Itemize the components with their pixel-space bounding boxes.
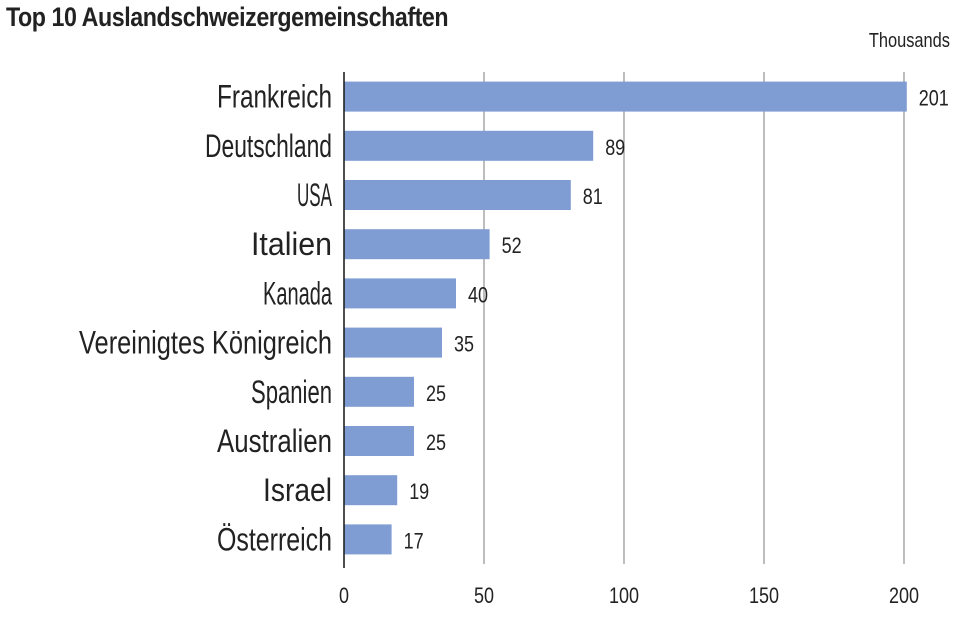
x-tick-label: 100 [609, 583, 639, 608]
x-tick-label: 150 [749, 583, 779, 608]
value-label: 25 [426, 381, 446, 406]
x-tick-label: 50 [474, 583, 494, 608]
category-label: Italien [251, 226, 332, 262]
value-label: 89 [605, 135, 625, 160]
bar [344, 278, 456, 309]
value-label: 35 [454, 332, 474, 357]
unit-label: Thousands [868, 30, 950, 52]
value-label: 17 [404, 528, 424, 553]
value-label: 81 [583, 184, 603, 209]
bar [344, 81, 907, 112]
category-label: Deutschland [205, 128, 332, 164]
bar [344, 475, 398, 506]
value-label: 201 [919, 86, 949, 111]
bar [344, 426, 414, 456]
x-tick-label: 0 [339, 583, 349, 608]
value-label: 40 [468, 282, 488, 307]
category-label: USA [297, 177, 332, 213]
bar [344, 130, 594, 161]
bar [344, 180, 571, 210]
category-label: Österreich [217, 521, 332, 557]
bar [344, 376, 414, 407]
category-label: Spanien [251, 374, 332, 410]
bar [344, 229, 490, 260]
bar [344, 524, 392, 555]
category-label: Vereinigtes Königreich [79, 325, 332, 361]
category-label: Australien [217, 423, 332, 459]
x-tick-label: 200 [889, 583, 919, 608]
chart-title: Top 10 Auslandschweizergemeinschaften [6, 2, 449, 32]
value-label: 25 [426, 430, 446, 455]
category-label: Frankreich [217, 79, 332, 115]
value-label: 52 [502, 233, 522, 258]
category-label: Israel [263, 472, 332, 508]
category-label: Kanada [263, 275, 332, 311]
value-label: 19 [409, 479, 429, 504]
bar [344, 327, 442, 358]
